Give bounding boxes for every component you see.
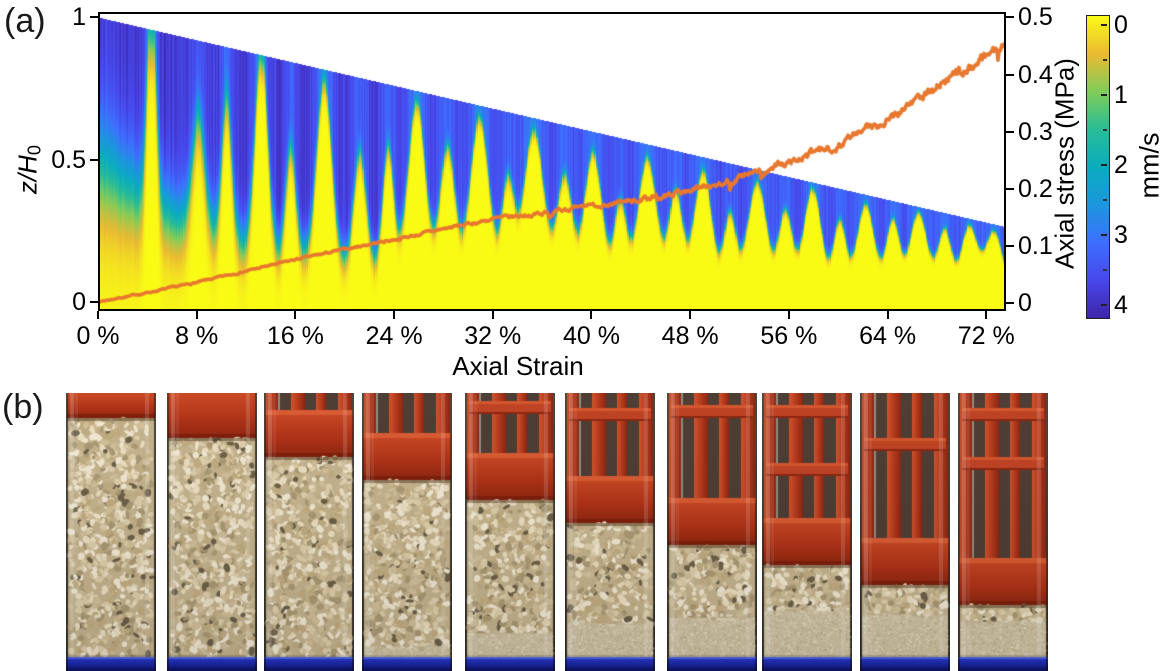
y-right-tick-label: 0.1 (1018, 231, 1053, 260)
x-tick-mark (491, 311, 494, 319)
x-tick-mark (985, 311, 988, 319)
colorbar-minor-tick-mark (1103, 269, 1107, 271)
colorbar-tick-label: 4 (1114, 291, 1128, 319)
x-tick-label: 56 % (760, 322, 818, 350)
colorbar-tick-mark (1101, 234, 1107, 236)
y-left-tick-label: 1 (72, 3, 86, 31)
specimen-photo-8 (762, 393, 852, 671)
y-left-tick-mark (90, 16, 98, 18)
x-tick-mark (294, 311, 297, 319)
x-tick-label: 16 % (266, 322, 324, 350)
specimen-photo-4 (362, 393, 452, 671)
y-right-tick-mark (1006, 16, 1014, 19)
x-tick-label: 32 % (464, 322, 522, 350)
y-right-tick-mark (1006, 244, 1014, 247)
specimen-photo-2 (167, 393, 257, 671)
x-tick-mark (393, 311, 396, 319)
specimen-photo-5 (465, 393, 555, 671)
x-tick-label: 48 % (661, 322, 719, 350)
x-tick-mark (97, 311, 99, 319)
colorbar-tick-mark (1101, 304, 1107, 306)
specimen-photo-6 (565, 393, 655, 671)
colorbar-tick-label: 0 (1114, 11, 1128, 39)
y-right-tick-mark (1006, 73, 1014, 76)
colorbar-tick-mark (1101, 94, 1107, 96)
x-tick-label: 64 % (859, 322, 917, 350)
x-tick-mark (886, 311, 889, 319)
colorbar-tick-mark (1101, 164, 1107, 166)
y-left-tick-label: 0.5 (51, 145, 86, 174)
specimen-photo-10 (958, 393, 1048, 671)
y-left-tick-label: 0 (72, 288, 86, 316)
heatmap-canvas (98, 12, 1006, 311)
x-tick-label: 0 % (76, 322, 120, 350)
x-axis-title: Axial Strain (452, 351, 584, 381)
specimen-photo-1 (66, 393, 156, 671)
colorbar (1086, 15, 1110, 319)
x-tick-mark (590, 311, 593, 319)
y-right-tick-label: 0.4 (1018, 60, 1053, 89)
y-right-tick-mark (1006, 302, 1014, 304)
y-right-tick-mark (1006, 130, 1014, 133)
y-right-tick-label: 0 (1018, 289, 1032, 317)
y-right-tick-label: 0.2 (1018, 174, 1053, 203)
colorbar-minor-tick-mark (1103, 199, 1107, 201)
specimen-photo-7 (667, 393, 757, 671)
y-axis-title-right: Axial stress (MPa) (1049, 58, 1080, 269)
specimen-photo-3 (264, 393, 354, 671)
colorbar-minor-tick-mark (1103, 59, 1107, 61)
colorbar-tick-label: 1 (1114, 81, 1128, 109)
specimen-photo-9 (860, 393, 950, 671)
x-tick-label: 8 % (175, 322, 219, 350)
x-tick-label: 24 % (365, 322, 423, 350)
panel-a-label: (a) (4, 2, 46, 40)
x-tick-label: 72 % (957, 322, 1015, 350)
y-left-tick-mark (90, 301, 98, 303)
colorbar-tick-label: 3 (1114, 221, 1128, 249)
y-right-tick-mark (1006, 187, 1014, 190)
colorbar-minor-tick-mark (1103, 129, 1107, 131)
x-tick-mark (195, 311, 198, 319)
colorbar-tick-mark (1101, 24, 1107, 26)
y-right-tick-label: 0.3 (1018, 117, 1053, 146)
y-right-tick-label: 0.5 (1018, 3, 1053, 32)
y-left-tick-mark (90, 158, 98, 161)
x-tick-mark (787, 311, 790, 319)
x-tick-mark (689, 311, 692, 319)
x-tick-label: 40 % (562, 322, 620, 350)
colorbar-tick-label: 2 (1114, 151, 1128, 179)
panel-b-label: (b) (2, 388, 44, 426)
colorbar-title: mm/s (1134, 132, 1163, 199)
